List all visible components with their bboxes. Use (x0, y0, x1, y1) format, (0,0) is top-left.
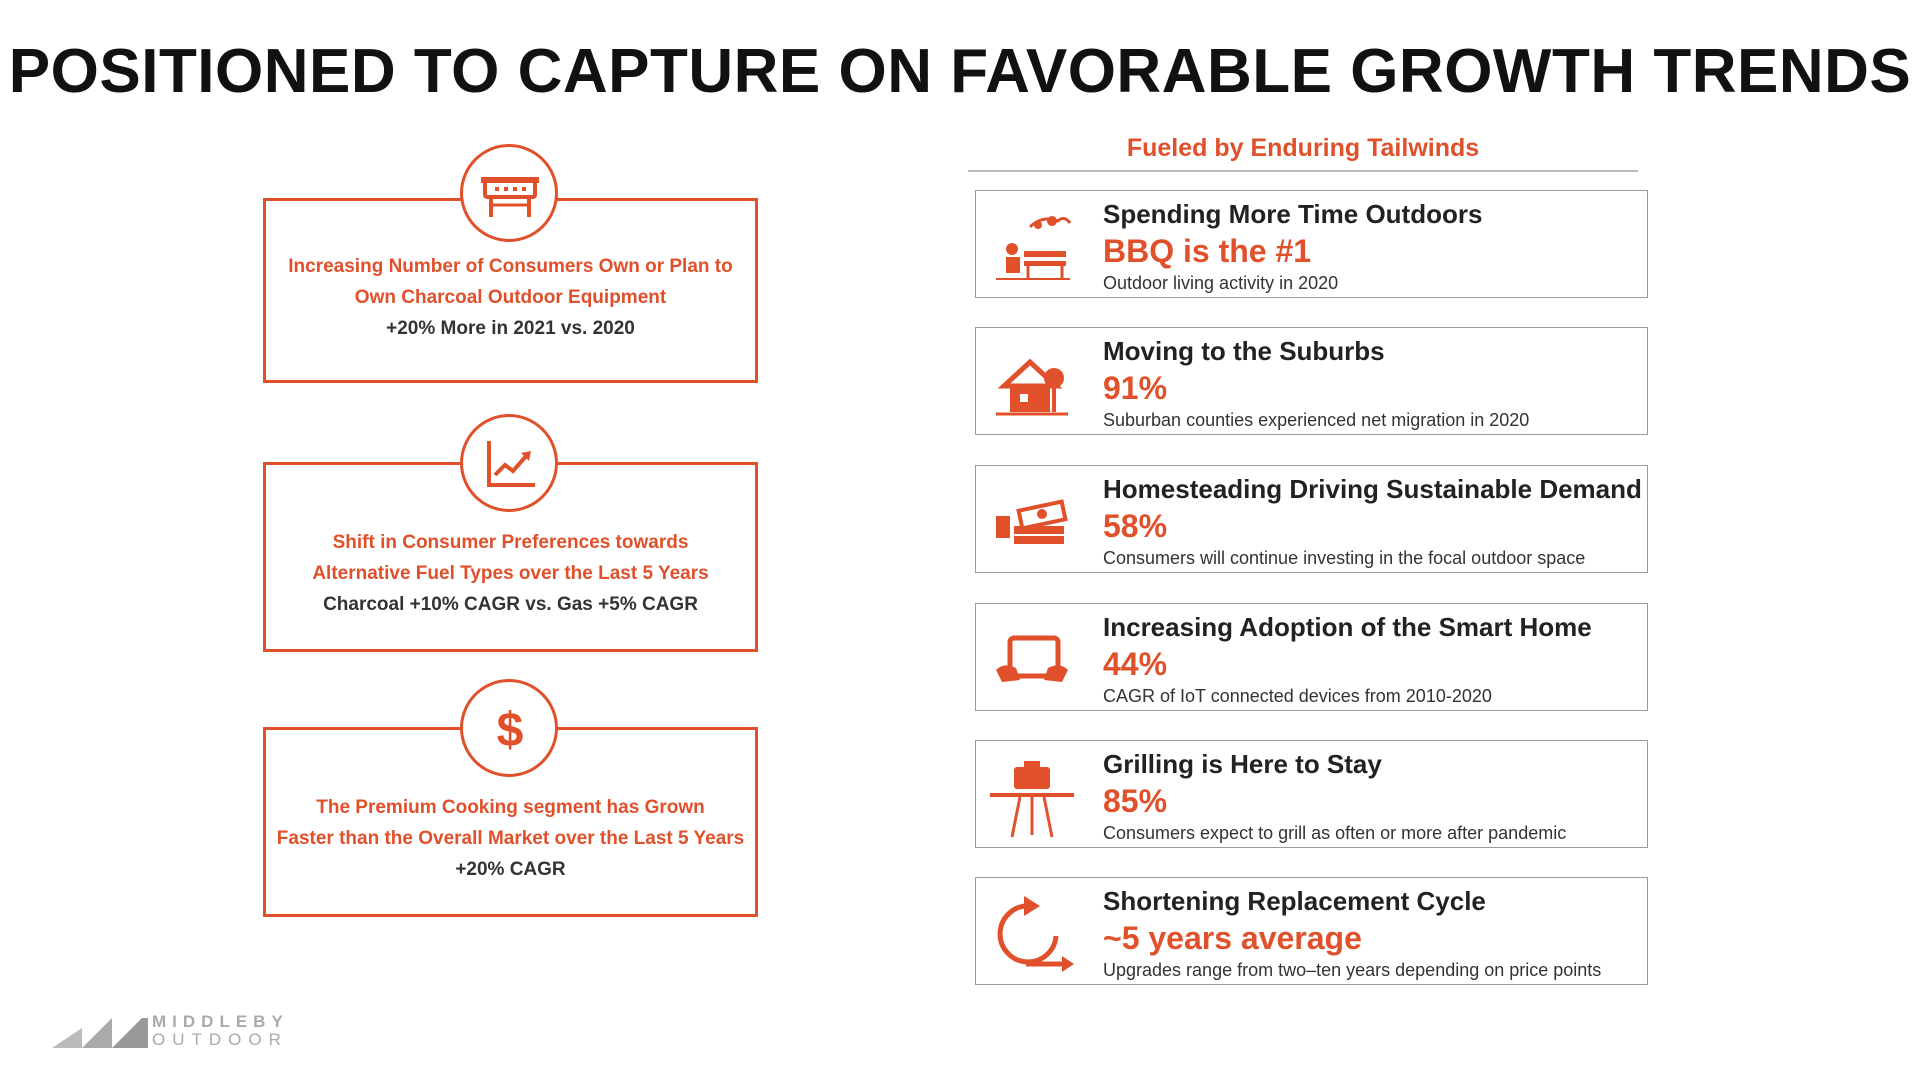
right-card-1-heading: Spending More Time Outdoors (1103, 199, 1483, 229)
right-card-1-stat: BBQ is the #1 (1103, 233, 1312, 269)
right-card-3-desc: Consumers will continue investing in the… (1103, 548, 1586, 568)
right-card-2-desc: Suburban counties experienced net migrat… (1103, 410, 1530, 430)
left-card-1-line2: Own Charcoal Outdoor Equipment (354, 287, 667, 308)
right-card-5-stat: 85% (1103, 783, 1168, 819)
right-card-2-stat: 91% (1103, 370, 1168, 406)
kettle-grill-icon (990, 761, 1074, 838)
right-card-3: Homesteading Driving Sustainable Demand … (975, 465, 1648, 573)
left-card-2: Shift in Consumer Preferences towards Al… (263, 462, 758, 652)
right-card-3-heading: Homesteading Driving Sustainable Demand (1103, 474, 1642, 504)
outdoor-bench-icon (996, 216, 1072, 280)
right-header-divider (968, 170, 1638, 172)
tablet-hands-icon (996, 635, 1068, 682)
right-card-3-stat: 58% (1103, 508, 1168, 544)
replacement-cycle-icon (997, 896, 1074, 972)
left-card-2-line1: Shift in Consumer Preferences towards (332, 532, 689, 553)
right-card-1: Spending More Time Outdoors BBQ is the #… (975, 190, 1648, 298)
right-card-6-desc: Upgrades range from two–ten years depend… (1103, 960, 1602, 980)
right-card-4-heading: Increasing Adoption of the Smart Home (1103, 612, 1592, 642)
grill-icon (460, 144, 558, 242)
middleby-outdoor-logo: MIDDLEBY OUTDOOR (52, 1012, 312, 1052)
page-title: POSITIONED TO CAPTURE ON FAVORABLE GROWT… (8, 37, 1912, 106)
right-card-2: Moving to the Suburbs 91% Suburban count… (975, 327, 1648, 435)
left-card-1: Increasing Number of Consumers Own or Pl… (263, 198, 758, 383)
money-stack-icon (996, 499, 1068, 544)
right-card-5-desc: Consumers expect to grill as often or mo… (1103, 823, 1567, 843)
suburban-house-icon (996, 358, 1068, 416)
left-card-2-line2: Alternative Fuel Types over the Last 5 Y… (312, 563, 709, 584)
right-card-6: Shortening Replacement Cycle ~5 years av… (975, 877, 1648, 985)
dollar-icon: $ (460, 679, 558, 777)
left-card-1-line1: Increasing Number of Consumers Own or Pl… (288, 256, 733, 277)
left-card-3-line3: +20% CAGR (455, 859, 566, 880)
right-card-6-heading: Shortening Replacement Cycle (1103, 886, 1486, 916)
right-card-5: Grilling is Here to Stay 85% Consumers e… (975, 740, 1648, 848)
right-card-4-stat: 44% (1103, 646, 1168, 682)
right-card-4-desc: CAGR of IoT connected devices from 2010-… (1103, 686, 1492, 706)
left-card-3: The Premium Cooking segment has Grown Fa… (263, 727, 758, 917)
left-card-3-line1: The Premium Cooking segment has Grown (316, 797, 705, 818)
trend-chart-icon (460, 414, 558, 512)
right-card-6-stat: ~5 years average (1103, 920, 1362, 956)
right-card-1-desc: Outdoor living activity in 2020 (1103, 273, 1339, 293)
right-card-2-heading: Moving to the Suburbs (1103, 336, 1385, 366)
left-card-3-line2: Faster than the Overall Market over the … (276, 828, 745, 849)
left-card-2-line3: Charcoal +10% CAGR vs. Gas +5% CAGR (323, 594, 698, 615)
logo-line1: MIDDLEBY (152, 1012, 289, 1031)
logo-mark-icon (52, 1018, 148, 1048)
left-card-1-line3: +20% More in 2021 vs. 2020 (386, 318, 635, 339)
svg-text:$: $ (497, 704, 524, 757)
logo-line2: OUTDOOR (152, 1030, 288, 1049)
right-header: Fueled by Enduring Tailwinds (1126, 134, 1480, 162)
right-card-4: Increasing Adoption of the Smart Home 44… (975, 603, 1648, 711)
right-card-5-heading: Grilling is Here to Stay (1103, 749, 1382, 779)
